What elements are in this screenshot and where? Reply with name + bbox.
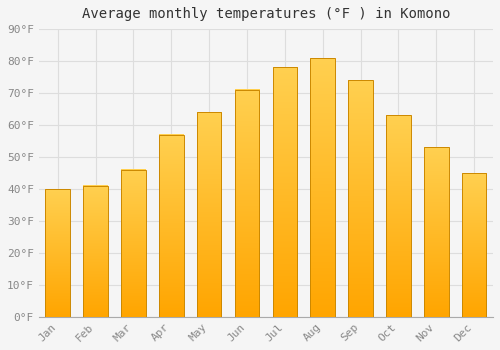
Bar bbox=[272, 68, 297, 317]
Bar bbox=[386, 116, 410, 317]
Bar bbox=[197, 112, 222, 317]
Bar bbox=[46, 189, 70, 317]
Bar bbox=[424, 147, 448, 317]
Title: Average monthly temperatures (°F ) in Komono: Average monthly temperatures (°F ) in Ko… bbox=[82, 7, 450, 21]
Bar bbox=[310, 58, 335, 317]
Bar bbox=[159, 134, 184, 317]
Bar bbox=[121, 170, 146, 317]
Bar bbox=[84, 186, 108, 317]
Bar bbox=[462, 173, 486, 317]
Bar bbox=[348, 80, 373, 317]
Bar bbox=[234, 90, 260, 317]
